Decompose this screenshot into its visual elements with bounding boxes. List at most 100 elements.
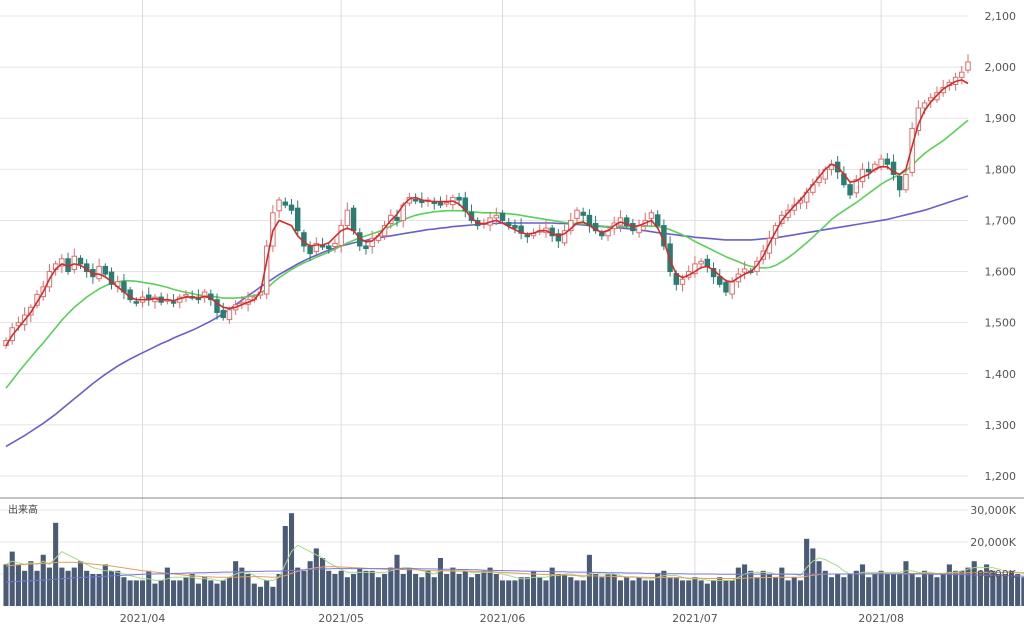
volume-bar (655, 574, 661, 606)
volume-bar (251, 583, 257, 606)
volume-bar (382, 574, 388, 606)
candle-body (729, 281, 735, 295)
candle-body (853, 179, 860, 194)
volume-bar (270, 586, 276, 606)
price-tick-label: 2,000 (985, 61, 1017, 74)
volume-bar (648, 580, 655, 606)
date-tick-label: 2021/06 (480, 612, 526, 625)
candle-body (959, 71, 965, 78)
candle-body (896, 175, 903, 191)
candle-body (865, 168, 872, 173)
volume-bar (115, 570, 121, 606)
volume-bar (555, 574, 561, 606)
volume-bar (53, 522, 59, 606)
volume-bar (735, 567, 741, 606)
candle-body (220, 309, 226, 319)
volume-bar (630, 580, 636, 606)
volume-bar (766, 574, 772, 606)
candle-body (344, 209, 351, 227)
volume-bar (189, 574, 195, 606)
volume-bar (754, 577, 760, 606)
volume-bar (779, 567, 785, 606)
volume-bar (220, 580, 226, 606)
candle-body (363, 245, 369, 250)
volume-bar (1002, 574, 1008, 606)
volume-bar (431, 577, 437, 606)
price-ma-short-line (5, 79, 969, 347)
price-tick-label: 1,600 (985, 266, 1017, 279)
volume-bar (996, 574, 1002, 606)
volume-bar (233, 561, 239, 606)
volume-bar (568, 577, 574, 606)
candle-body (698, 260, 704, 265)
volume-bar (96, 574, 102, 606)
volume-bar (537, 577, 543, 606)
date-tick-label: 2021/05 (318, 612, 364, 625)
candle-body (859, 168, 866, 183)
volume-bar (673, 577, 679, 606)
price-tick-label: 2,100 (985, 10, 1017, 23)
volume-bar (102, 564, 108, 606)
volume-bar (15, 564, 21, 606)
price-tick-label: 1,400 (985, 368, 1017, 381)
volume-bar (698, 580, 704, 606)
volume-bar (742, 564, 748, 606)
volume-bar (344, 577, 350, 606)
volume-bar (487, 567, 493, 606)
volume-bar (499, 580, 506, 606)
volume-bar (859, 564, 866, 606)
volume-bar (351, 574, 357, 606)
price-tick-label: 1,500 (985, 317, 1017, 330)
volume-bar (208, 580, 214, 606)
candle-body (456, 196, 462, 201)
volume-bar (158, 580, 164, 606)
volume-bar (388, 567, 394, 606)
date-tick-label: 2021/07 (672, 612, 718, 625)
volume-ma-mid-path (5, 561, 1024, 579)
candle-body (884, 158, 891, 165)
volume-bar (729, 580, 735, 606)
volume-bar (164, 567, 170, 606)
volume-bar (543, 580, 549, 606)
volume-bar (791, 577, 797, 606)
volume-bar (841, 577, 847, 606)
volume-bar (34, 570, 40, 606)
candle-body (654, 214, 661, 227)
volume-bar (90, 574, 96, 606)
volume-bar (890, 574, 897, 606)
volume-bar (313, 548, 319, 606)
volume-bar (717, 577, 723, 606)
volume-bar (835, 574, 841, 606)
volume-bar (264, 580, 270, 606)
date-tick-label: 2021/08 (858, 612, 904, 625)
volume-bar (475, 574, 481, 606)
candle-body (847, 184, 853, 196)
volume-bar (257, 586, 264, 606)
volume-bar (59, 567, 65, 606)
candle-body (512, 225, 518, 229)
volume-bar (512, 580, 518, 606)
volume-bar (990, 570, 996, 606)
candle-body (505, 221, 512, 227)
volume-bar (332, 574, 338, 606)
candle-body (226, 309, 233, 321)
volume-bar (493, 574, 499, 606)
candle-body (574, 209, 580, 219)
volume-bar (282, 526, 288, 606)
volume-bar (171, 580, 177, 606)
candle-body (623, 217, 630, 227)
price-tick-label: 1,800 (985, 163, 1017, 176)
candle-body (288, 204, 295, 211)
volume-bar (363, 570, 369, 606)
volume-ma-lines (5, 544, 1024, 583)
volume-tick-label: 20,000K (970, 536, 1016, 549)
volume-bar (710, 580, 717, 606)
price-ma-mid-line (5, 119, 969, 389)
volume-bar (183, 577, 189, 606)
candle-body (723, 281, 729, 293)
candle-body (77, 257, 84, 265)
candle-body (921, 102, 928, 109)
volume-bar (934, 577, 940, 606)
candle-body (679, 278, 686, 285)
volume-bar (984, 564, 990, 606)
